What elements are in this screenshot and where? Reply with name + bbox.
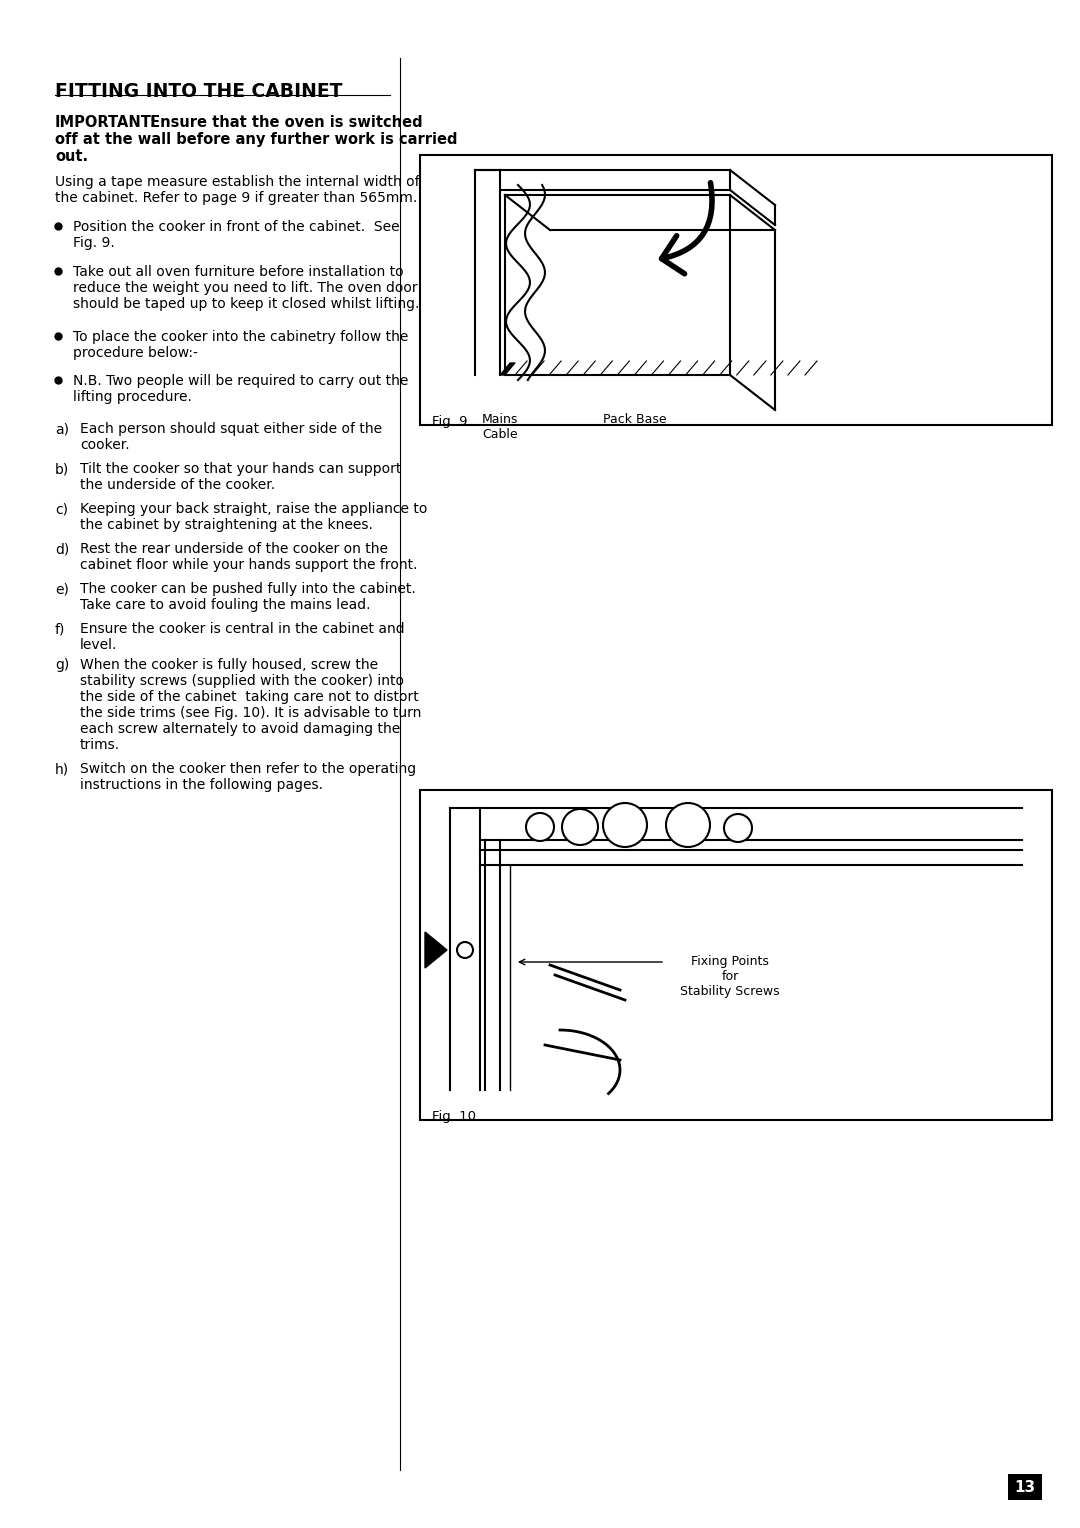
Text: Fig. 10: Fig. 10 [432,1109,476,1123]
Text: The cooker can be pushed fully into the cabinet.: The cooker can be pushed fully into the … [80,582,416,596]
Text: Position the cooker in front of the cabinet.  See: Position the cooker in front of the cabi… [73,220,400,234]
Text: FITTING INTO THE CABINET: FITTING INTO THE CABINET [55,83,342,101]
Circle shape [666,804,710,847]
Text: the side trims (see Fig. 10). It is advisable to turn: the side trims (see Fig. 10). It is advi… [80,706,421,720]
FancyArrowPatch shape [662,183,712,274]
Text: trims.: trims. [80,738,120,752]
Text: Fig. 9.: Fig. 9. [73,235,114,251]
Text: Rest the rear underside of the cooker on the: Rest the rear underside of the cooker on… [80,542,388,556]
Text: out.: out. [55,150,89,163]
Text: reduce the weight you need to lift. The oven door: reduce the weight you need to lift. The … [73,281,418,295]
Text: e): e) [55,582,69,596]
Text: each screw alternately to avoid damaging the: each screw alternately to avoid damaging… [80,723,401,736]
Text: b): b) [55,461,69,477]
Text: cabinet floor while your hands support the front.: cabinet floor while your hands support t… [80,558,418,571]
Circle shape [457,941,473,958]
Text: a): a) [55,422,69,435]
Text: should be taped up to keep it closed whilst lifting.: should be taped up to keep it closed whi… [73,296,419,312]
Text: Each person should squat either side of the: Each person should squat either side of … [80,422,382,435]
Text: 13: 13 [1014,1479,1036,1494]
Text: level.: level. [80,639,118,652]
Text: Fig. 9: Fig. 9 [432,416,468,428]
Text: Keeping your back straight, raise the appliance to: Keeping your back straight, raise the ap… [80,503,428,516]
Text: To place the cooker into the cabinetry follow the: To place the cooker into the cabinetry f… [73,330,408,344]
Text: d): d) [55,542,69,556]
Text: Take care to avoid fouling the mains lead.: Take care to avoid fouling the mains lea… [80,597,370,613]
Circle shape [603,804,647,847]
Text: Mains
Cable: Mains Cable [482,413,518,442]
Bar [1008,1475,1042,1500]
Bar [420,154,1052,425]
Text: procedure below:-: procedure below:- [73,345,198,361]
Text: the side of the cabinet  taking care not to distort: the side of the cabinet taking care not … [80,691,419,704]
Text: instructions in the following pages.: instructions in the following pages. [80,778,323,792]
Text: h): h) [55,762,69,776]
Text: f): f) [55,622,66,636]
Circle shape [724,814,752,842]
Text: the underside of the cooker.: the underside of the cooker. [80,478,275,492]
Text: Fixing Points
for
Stability Screws: Fixing Points for Stability Screws [680,955,780,998]
Text: Switch on the cooker then refer to the operating: Switch on the cooker then refer to the o… [80,762,416,776]
Text: the cabinet by straightening at the knees.: the cabinet by straightening at the knee… [80,518,373,532]
Text: Using a tape measure establish the internal width of: Using a tape measure establish the inter… [55,176,420,189]
Text: Take out all oven furniture before installation to: Take out all oven furniture before insta… [73,264,404,280]
Text: g): g) [55,659,69,672]
Text: Ensure the cooker is central in the cabinet and: Ensure the cooker is central in the cabi… [80,622,405,636]
Text: off at the wall before any further work is carried: off at the wall before any further work … [55,131,458,147]
Circle shape [562,808,598,845]
Text: the cabinet. Refer to page 9 if greater than 565mm.: the cabinet. Refer to page 9 if greater … [55,191,417,205]
Text: lifting procedure.: lifting procedure. [73,390,192,403]
Bar [420,790,1052,1120]
Text: stability screws (supplied with the cooker) into: stability screws (supplied with the cook… [80,674,404,688]
Polygon shape [426,932,447,969]
Text: Pack Base: Pack Base [604,413,666,426]
Circle shape [526,813,554,840]
Text: cooker.: cooker. [80,439,130,452]
Text: Tilt the cooker so that your hands can support: Tilt the cooker so that your hands can s… [80,461,402,477]
Text: N.B. Two people will be required to carry out the: N.B. Two people will be required to carr… [73,374,408,388]
Text: c): c) [55,503,68,516]
Text: When the cooker is fully housed, screw the: When the cooker is fully housed, screw t… [80,659,378,672]
Text: IMPORTANT:: IMPORTANT: [55,115,157,130]
Text: Ensure that the oven is switched: Ensure that the oven is switched [145,115,422,130]
